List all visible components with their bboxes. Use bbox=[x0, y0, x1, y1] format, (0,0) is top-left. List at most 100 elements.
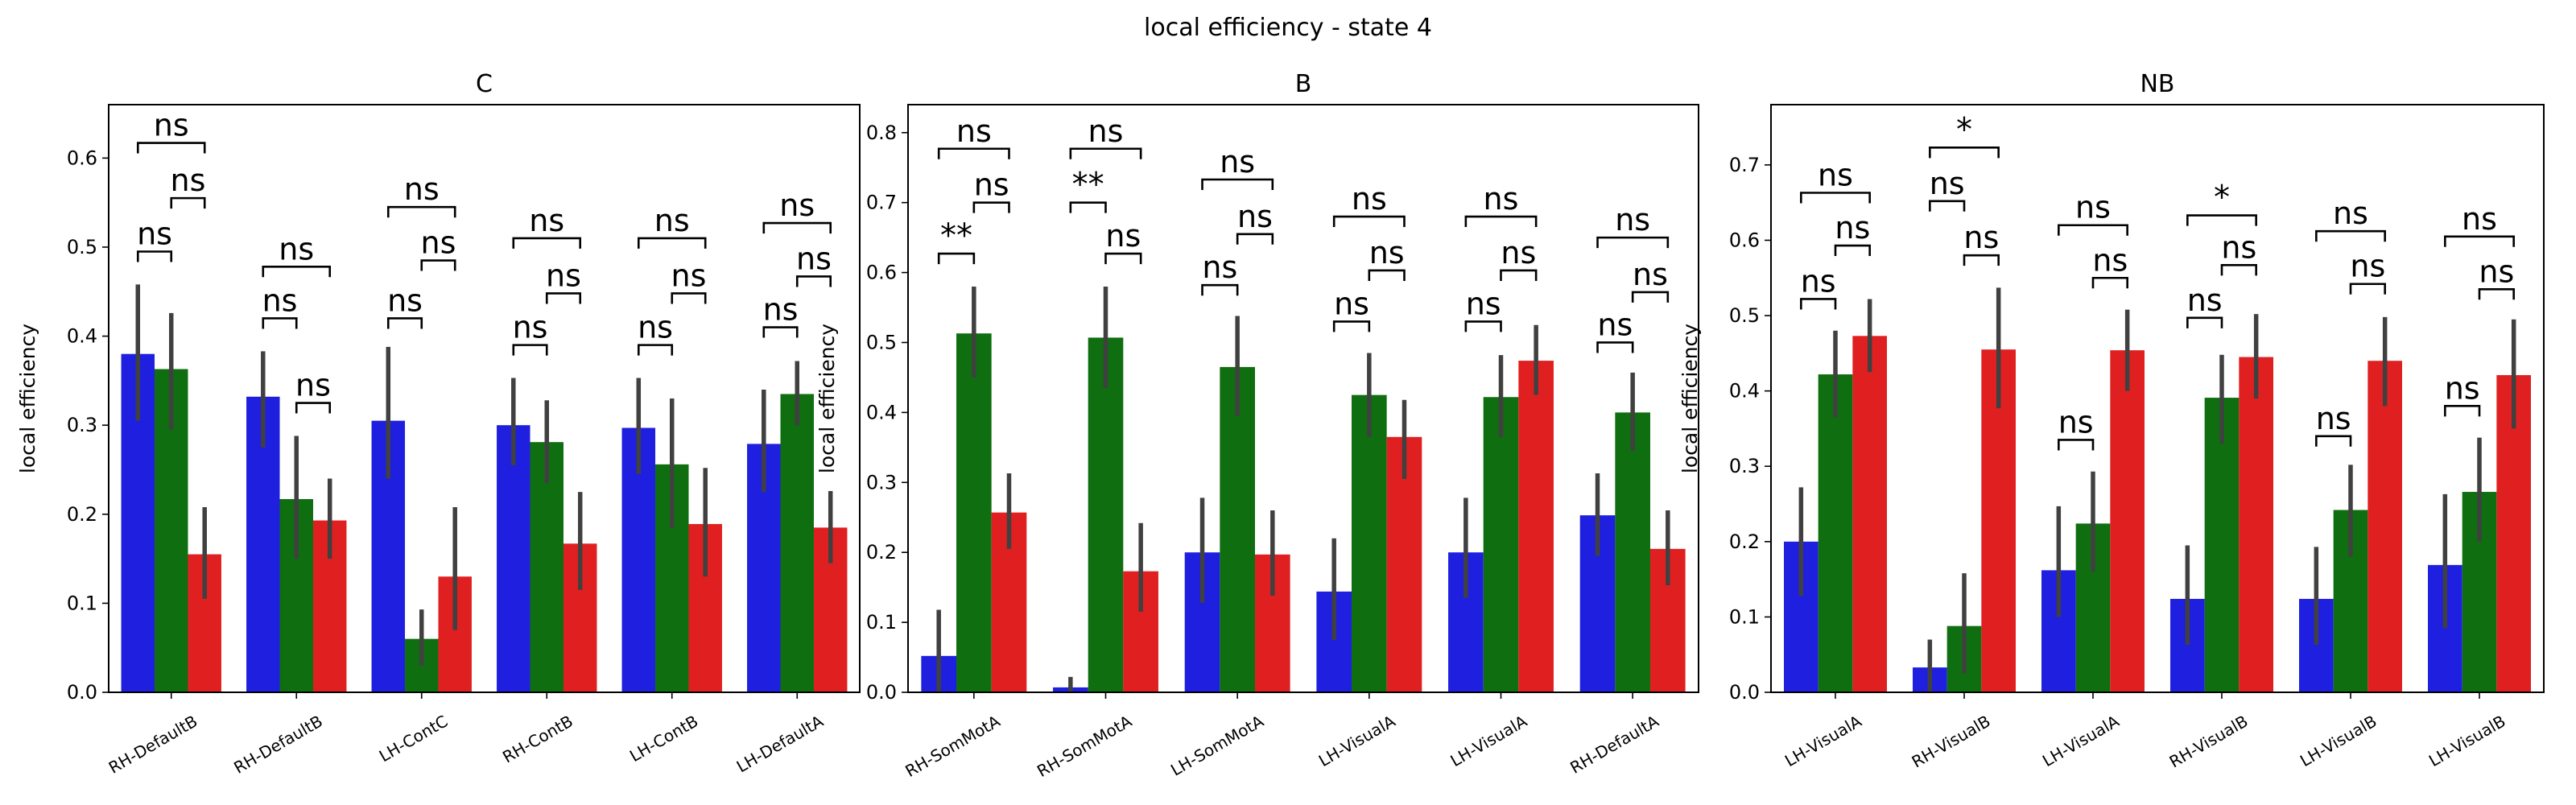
significance-bracket bbox=[2444, 235, 2515, 247]
y-tick-label: 0.6 bbox=[1729, 229, 1760, 251]
plot-frame bbox=[907, 104, 1699, 693]
x-tick-label: RH-DefaultA bbox=[1567, 711, 1662, 777]
significance-label: ns bbox=[546, 258, 581, 293]
significance-label: ns bbox=[1615, 202, 1650, 237]
y-tick-label: 0.6 bbox=[866, 262, 897, 284]
significance-label: ns bbox=[1633, 257, 1668, 292]
x-tick-label: LH-VisualA bbox=[1447, 711, 1531, 770]
y-axis-label: local efficiency bbox=[16, 324, 39, 473]
significance-label: ns bbox=[1105, 218, 1141, 254]
significance-label: ns bbox=[638, 310, 673, 345]
y-tick-label: 0.5 bbox=[1729, 304, 1760, 327]
significance-label: ns bbox=[529, 203, 564, 238]
significance-bracket bbox=[545, 292, 582, 304]
bar-red bbox=[2368, 361, 2402, 692]
y-tick-label: 0.4 bbox=[67, 325, 97, 348]
significance-bracket bbox=[671, 292, 707, 304]
significance-bracket bbox=[637, 237, 707, 249]
bar-red bbox=[2239, 357, 2273, 692]
significance-label: ns bbox=[2316, 401, 2351, 436]
y-tick-label: 0.2 bbox=[866, 541, 897, 564]
significance-label: ns bbox=[1801, 263, 1836, 299]
x-tick-label: RH-VisualB bbox=[2166, 712, 2252, 772]
significance-bracket bbox=[762, 326, 799, 338]
panel-title: NB bbox=[2140, 70, 2174, 98]
bar-green bbox=[1352, 394, 1387, 692]
significance-bracket bbox=[136, 142, 206, 154]
x-tick-label: RH-DefaultB bbox=[105, 712, 200, 778]
bar-red bbox=[1386, 436, 1422, 692]
y-tick-label: 0.8 bbox=[866, 122, 897, 144]
x-tick-label: RH-SomMotA bbox=[1034, 711, 1135, 781]
significance-bracket bbox=[1500, 269, 1538, 281]
significance-label: ns bbox=[1088, 114, 1124, 149]
bar-green bbox=[956, 333, 992, 692]
significance-bracket bbox=[386, 317, 423, 329]
x-tick-label: LH-ContB bbox=[626, 712, 701, 766]
significance-label: ns bbox=[1237, 199, 1273, 234]
significance-label: ns bbox=[1466, 286, 1501, 321]
significance-label: ns bbox=[279, 231, 314, 266]
x-tick-label: RH-VisualB bbox=[1909, 712, 1994, 772]
y-tick-label: 0.0 bbox=[67, 681, 97, 704]
significance-label: ns bbox=[2221, 229, 2256, 265]
significance-label: ns bbox=[2445, 370, 2480, 406]
figure-suptitle: local efficiency - state 4 bbox=[1144, 14, 1432, 42]
significance-bracket bbox=[1631, 291, 1670, 303]
significance-label: * bbox=[1956, 111, 1972, 148]
significance-label: ns bbox=[671, 258, 707, 293]
significance-bracket bbox=[937, 252, 976, 265]
y-tick-label: 0.3 bbox=[866, 471, 897, 493]
x-tick-label: LH-SomMotA bbox=[1167, 711, 1267, 779]
bar-red bbox=[2110, 350, 2145, 692]
significance-bracket bbox=[1332, 215, 1406, 228]
significance-label: ns bbox=[2462, 201, 2497, 237]
significance-bracket bbox=[2186, 214, 2257, 226]
significance-label: ns bbox=[2187, 283, 2223, 318]
significance-label: ns bbox=[421, 225, 456, 261]
y-tick-label: 0.5 bbox=[67, 236, 97, 258]
panel-title: B bbox=[1295, 70, 1312, 98]
y-tick-label: 0.1 bbox=[1729, 605, 1760, 628]
y-axis-label: local efficiency bbox=[815, 324, 839, 473]
significance-label: ns bbox=[295, 368, 331, 403]
plot-frame bbox=[108, 104, 861, 693]
significance-label: ns bbox=[2058, 404, 2094, 440]
bar-blue bbox=[497, 425, 530, 692]
x-tick-label: LH-VisualB bbox=[2297, 712, 2380, 771]
x-tick-label: RH-ContB bbox=[499, 712, 576, 767]
significance-bracket bbox=[170, 196, 206, 209]
significance-bracket bbox=[1069, 201, 1107, 213]
x-tick-label: LH-VisualA bbox=[1315, 711, 1399, 770]
y-tick-label: 0.4 bbox=[1729, 380, 1760, 402]
significance-bracket bbox=[1929, 147, 2000, 159]
significance-bracket bbox=[2091, 276, 2128, 289]
significance-bracket bbox=[2058, 224, 2128, 236]
x-tick-label: LH-VisualA bbox=[2039, 711, 2123, 770]
significance-bracket bbox=[1800, 298, 1837, 310]
y-tick-label: 0.4 bbox=[866, 401, 897, 423]
significance-label: ** bbox=[940, 217, 972, 254]
significance-label: ns bbox=[387, 283, 423, 318]
significance-bracket bbox=[295, 402, 332, 414]
bar-green bbox=[530, 442, 564, 692]
significance-bracket bbox=[1368, 269, 1406, 281]
y-axis-label: local efficiency bbox=[1678, 324, 1702, 473]
significance-bracket bbox=[2444, 405, 2481, 417]
significance-bracket bbox=[1069, 147, 1142, 159]
y-tick-label: 0.2 bbox=[1729, 530, 1760, 553]
significance-bracket bbox=[136, 250, 173, 262]
bar-green bbox=[1220, 366, 1255, 692]
x-tick-label: RH-SomMotA bbox=[902, 711, 1003, 781]
significance-label: ns bbox=[974, 167, 1009, 203]
significance-bracket bbox=[262, 266, 332, 278]
significance-bracket bbox=[1236, 233, 1274, 245]
significance-label: * bbox=[2214, 180, 2230, 217]
significance-bracket bbox=[2349, 283, 2386, 295]
y-tick-label: 0.3 bbox=[67, 414, 97, 436]
significance-label: ns bbox=[1501, 235, 1536, 270]
significance-label: ns bbox=[1818, 158, 1853, 193]
significance-bracket bbox=[2478, 287, 2515, 300]
